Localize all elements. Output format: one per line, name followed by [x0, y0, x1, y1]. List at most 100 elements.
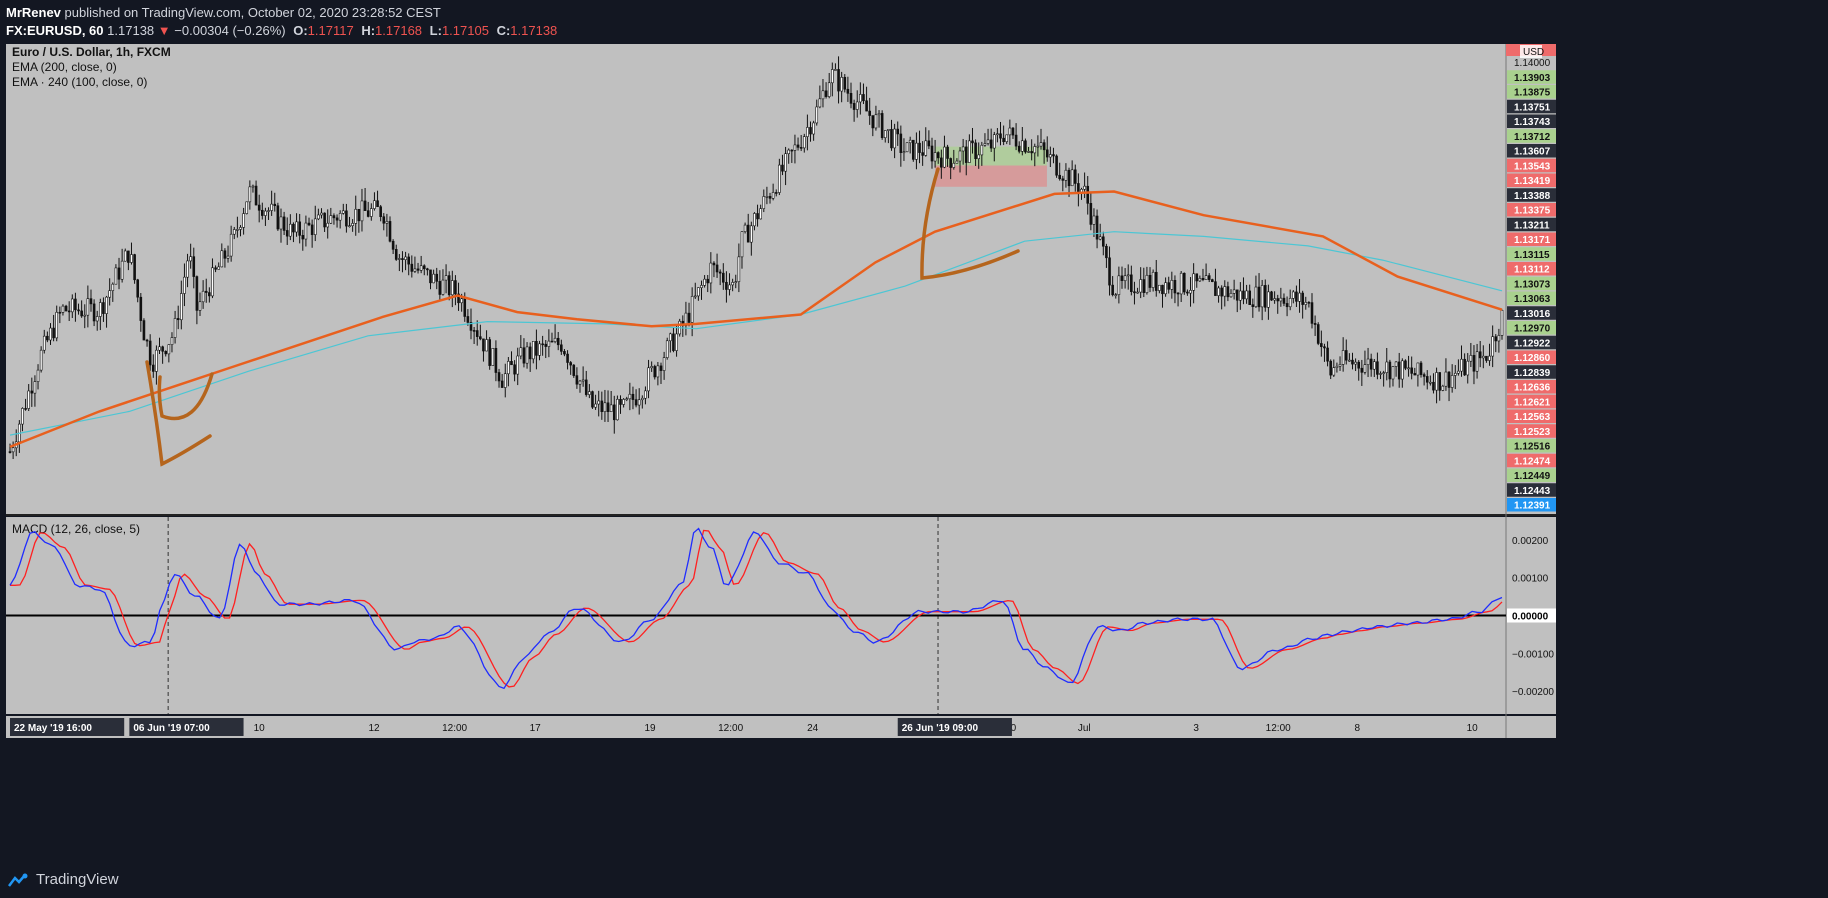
- candle-body: [656, 365, 660, 378]
- candle-body: [301, 235, 305, 240]
- candle-body: [1453, 372, 1457, 376]
- footer-bar: TradingView: [0, 862, 1828, 898]
- candle-body: [796, 144, 800, 148]
- price-axis-label: 1.13388: [1514, 191, 1551, 202]
- macd-axis-label: 0.00200: [1512, 536, 1549, 547]
- candle-body: [1279, 297, 1283, 302]
- candle-body: [753, 213, 756, 227]
- candle-body: [1357, 361, 1361, 369]
- candle-body: [659, 365, 663, 371]
- open-key: O:: [293, 23, 308, 38]
- price-label-bg: [1507, 394, 1556, 409]
- price-axis-label: 1.12839: [1514, 368, 1551, 379]
- publisher-name[interactable]: MrRenev: [6, 5, 61, 20]
- tradingview-icon: [8, 873, 28, 887]
- candle-body: [712, 262, 716, 266]
- candle-body: [946, 146, 949, 159]
- legend-entry: EMA (200, close, 0): [12, 60, 117, 74]
- symbol-label[interactable]: FX:EURUSD, 60: [6, 23, 104, 38]
- candle-body: [273, 203, 277, 207]
- candle-body: [974, 142, 977, 160]
- candle-body: [83, 314, 87, 317]
- candle-body: [918, 142, 921, 153]
- candle-body: [242, 213, 245, 228]
- candle-body: [952, 162, 956, 168]
- candle-body: [320, 212, 323, 216]
- candle-body: [151, 364, 155, 372]
- candle-body: [594, 403, 597, 408]
- candle-body: [612, 404, 616, 421]
- price-axis-label: 1.13375: [1514, 206, 1551, 217]
- chart-area[interactable]: Euro / U.S. Dollar, 1h, FXCM EMA (200, cl…: [6, 44, 1828, 860]
- candle-body: [46, 335, 49, 341]
- macd-legend: MACD (12, 26, close, 5): [12, 522, 140, 536]
- price-label-bg: [1507, 173, 1556, 187]
- candle-body: [703, 278, 706, 286]
- candle-body: [936, 152, 940, 159]
- price-axis-label: 1.12636: [1514, 383, 1551, 394]
- time-axis-label: 17: [530, 723, 542, 734]
- candle-body: [641, 397, 644, 401]
- price-axis-label: 1.12516: [1514, 442, 1551, 453]
- candle-body: [145, 339, 149, 342]
- candle-body: [765, 196, 769, 198]
- candle-body: [731, 282, 734, 286]
- candle-body: [1500, 309, 1504, 336]
- candle-body: [475, 330, 479, 337]
- candle-body: [1108, 257, 1111, 286]
- candle-body: [114, 267, 118, 285]
- candle-body: [77, 309, 80, 312]
- candle-body: [338, 213, 342, 221]
- candle-body: [1376, 361, 1379, 375]
- candle-body: [840, 77, 843, 92]
- price-axis-label: 1.12970: [1514, 324, 1551, 335]
- candle-body: [1021, 140, 1024, 152]
- candle-body: [1167, 282, 1171, 290]
- candle-body: [204, 290, 208, 293]
- candle-body: [1298, 292, 1301, 302]
- time-axis-label: Jul: [1078, 723, 1091, 734]
- candle-body: [33, 381, 37, 394]
- candle-body: [201, 290, 205, 303]
- candle-body: [1095, 215, 1099, 240]
- price-axis-label: 1.13016: [1514, 309, 1551, 320]
- candle-body: [802, 136, 806, 149]
- candle-body: [363, 200, 367, 211]
- candles: [8, 56, 1504, 460]
- price-axis-label: 1.13112: [1514, 265, 1550, 276]
- candle-body: [1120, 275, 1124, 282]
- candle-body: [298, 221, 301, 236]
- candle-body: [404, 256, 407, 260]
- candle-body: [148, 340, 152, 366]
- candle-body: [469, 322, 473, 331]
- candle-body: [1267, 291, 1270, 308]
- candle-body: [1083, 185, 1086, 190]
- candle-body: [908, 139, 912, 144]
- close-value: 1.17138: [510, 23, 558, 38]
- candle-body: [1220, 287, 1223, 297]
- candle-body: [743, 224, 747, 233]
- close-key: C:: [496, 23, 511, 38]
- candle-body: [1469, 355, 1473, 362]
- candle-body: [1055, 155, 1058, 176]
- candle-body: [326, 222, 330, 228]
- candle-body: [223, 250, 227, 259]
- candle-body: [111, 283, 115, 291]
- candle-body: [653, 366, 657, 378]
- candle-body: [746, 224, 750, 243]
- candle-body: [155, 349, 158, 372]
- candle-body: [432, 273, 435, 284]
- candle-body: [964, 146, 968, 163]
- candle-body: [513, 364, 516, 375]
- candle-body: [781, 164, 784, 172]
- candle-body: [1360, 367, 1364, 373]
- tradingview-logo[interactable]: TradingView: [8, 871, 119, 888]
- candle-body: [1126, 274, 1130, 277]
- candle-body: [70, 298, 74, 313]
- candle-body: [1320, 343, 1323, 347]
- legend-entry: Euro / U.S. Dollar, 1h, FXCM: [12, 45, 171, 59]
- candle-body: [1382, 372, 1385, 374]
- candle-body: [553, 337, 557, 342]
- candle-body: [1323, 346, 1326, 349]
